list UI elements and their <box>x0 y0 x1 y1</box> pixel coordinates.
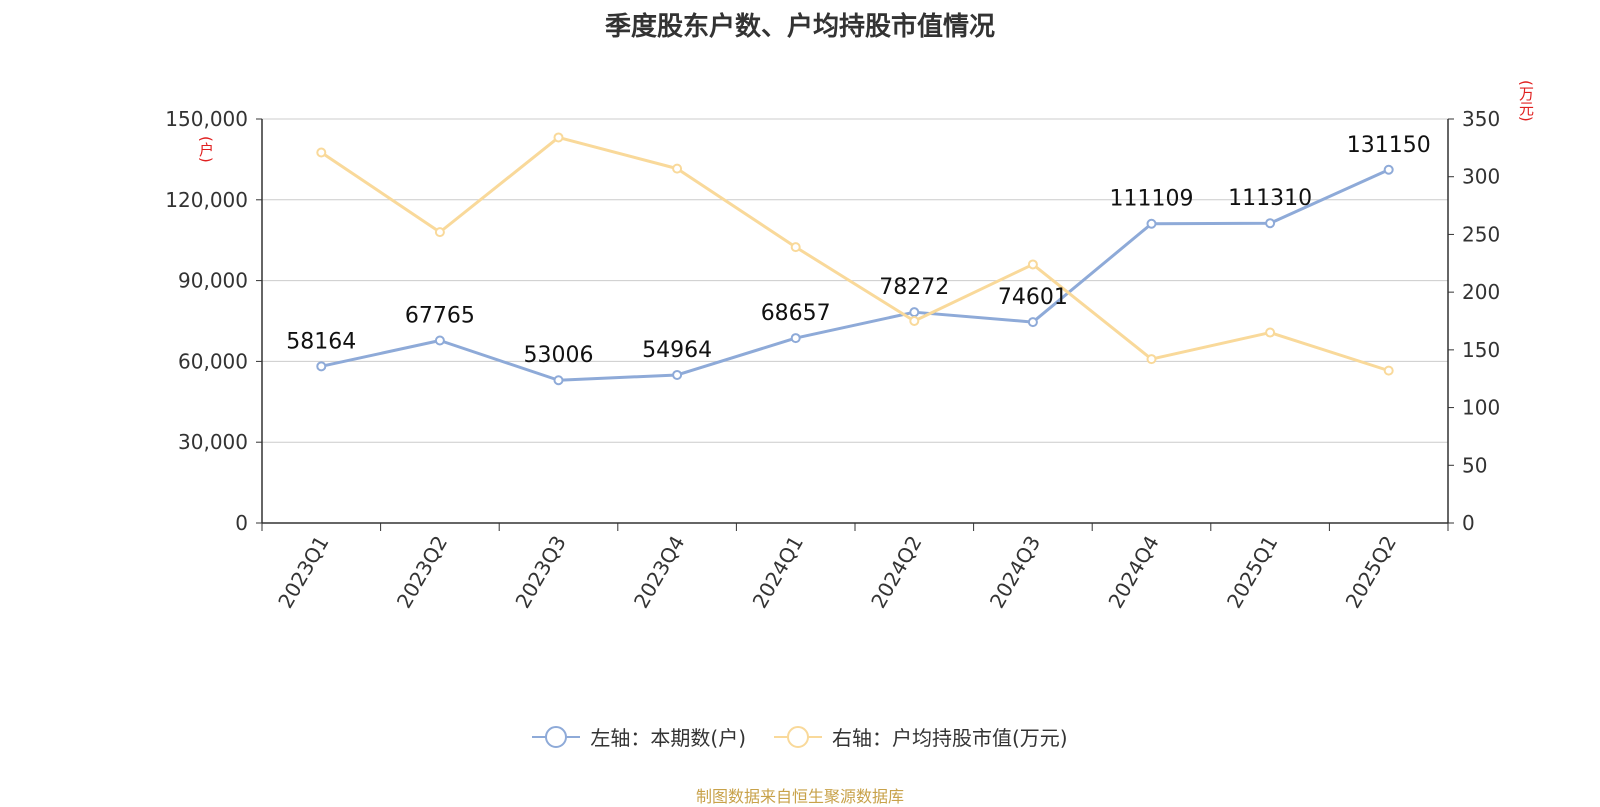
data-point-households <box>316 361 327 372</box>
left-tick-label: 150,000 <box>165 107 248 131</box>
x-tick-label: 2023Q3 <box>510 532 570 613</box>
right-tick-label: 50 <box>1462 453 1487 477</box>
data-point-avg-value <box>316 147 327 158</box>
right-tick-label: 250 <box>1462 222 1500 246</box>
right-tick-label: 100 <box>1462 396 1500 420</box>
x-tick-label: 2023Q2 <box>392 532 452 613</box>
left-tick-label: 30,000 <box>178 430 248 454</box>
left-tick-label: 120,000 <box>165 188 248 212</box>
left-tick-label: 60,000 <box>178 349 248 373</box>
data-point-households <box>553 375 564 386</box>
data-point-avg-value <box>909 316 920 326</box>
data-label: 78272 <box>879 275 949 300</box>
legend-item-households[interactable]: 左轴：本期数(户) <box>532 722 746 751</box>
data-point-households <box>434 335 445 346</box>
series-line-avg-value <box>320 135 1390 373</box>
legend-label-households: 左轴：本期数(户) <box>590 726 746 750</box>
x-tick-label: 2025Q1 <box>1222 532 1282 613</box>
data-point-avg-value <box>553 132 564 143</box>
right-tick-label: 200 <box>1462 280 1500 304</box>
x-tick-label: 2023Q4 <box>629 532 689 613</box>
left-axis-unit: (户) <box>197 136 215 163</box>
data-label: 74601 <box>998 285 1068 310</box>
data-point-households <box>909 307 920 318</box>
x-tick-label: 2024Q1 <box>748 532 808 613</box>
data-point-avg-value <box>1265 327 1276 338</box>
legend-marker-households <box>532 725 581 748</box>
data-point-households <box>1265 218 1276 229</box>
data-point-avg-value <box>1027 259 1038 270</box>
legend-marker-avg-value <box>774 725 822 748</box>
data-label: 53006 <box>524 343 594 368</box>
x-tick-label: 2024Q3 <box>985 532 1045 613</box>
data-label: 54964 <box>642 338 712 363</box>
data-point-households <box>1027 317 1038 328</box>
data-label: 68657 <box>761 301 831 326</box>
data-label: 67765 <box>405 303 475 328</box>
left-tick-label: 0 <box>235 511 248 535</box>
data-label: 111109 <box>1110 187 1194 212</box>
data-point-avg-value <box>790 242 801 253</box>
x-tick-label: 2024Q2 <box>866 532 926 613</box>
data-point-households <box>1383 164 1394 175</box>
x-tick-label: 2024Q4 <box>1103 532 1163 613</box>
data-point-avg-value <box>1383 365 1394 376</box>
data-point-households <box>790 333 801 344</box>
data-point-avg-value <box>434 227 445 238</box>
right-tick-label: 300 <box>1462 165 1500 189</box>
data-label: 131150 <box>1347 133 1431 158</box>
right-tick-label: 0 <box>1462 511 1475 535</box>
x-tick-label: 2025Q2 <box>1341 532 1401 613</box>
right-tick-label: 150 <box>1462 338 1500 362</box>
data-point-avg-value <box>672 163 683 174</box>
data-label: 58164 <box>286 329 356 354</box>
legend-item-avg-value[interactable]: 右轴：户均持股市值(万元) <box>774 722 1068 751</box>
data-point-avg-value <box>1146 354 1157 365</box>
data-point-households <box>672 369 683 380</box>
right-axis-unit: (万元) <box>1517 80 1535 122</box>
series-line-households <box>320 168 1390 382</box>
source-note: 制图数据来自恒生聚源数据库 <box>695 787 904 806</box>
data-point-households <box>1146 218 1157 229</box>
right-tick-label: 350 <box>1462 107 1500 131</box>
left-tick-label: 90,000 <box>178 269 248 293</box>
legend: 左轴：本期数(户) 右轴：户均持股市值(万元) <box>0 722 1600 751</box>
x-tick-label: 2023Q1 <box>273 532 333 613</box>
plot-area: 0 30,000 60,000 90,000 120,000 150,000 0 50 100 1… <box>165 107 1500 613</box>
data-label: 111310 <box>1228 186 1312 211</box>
legend-label-avg-value: 右轴：户均持股市值(万元) <box>832 726 1068 750</box>
chart-title: 季度股东户数、户均持股市值情况 <box>604 12 995 42</box>
